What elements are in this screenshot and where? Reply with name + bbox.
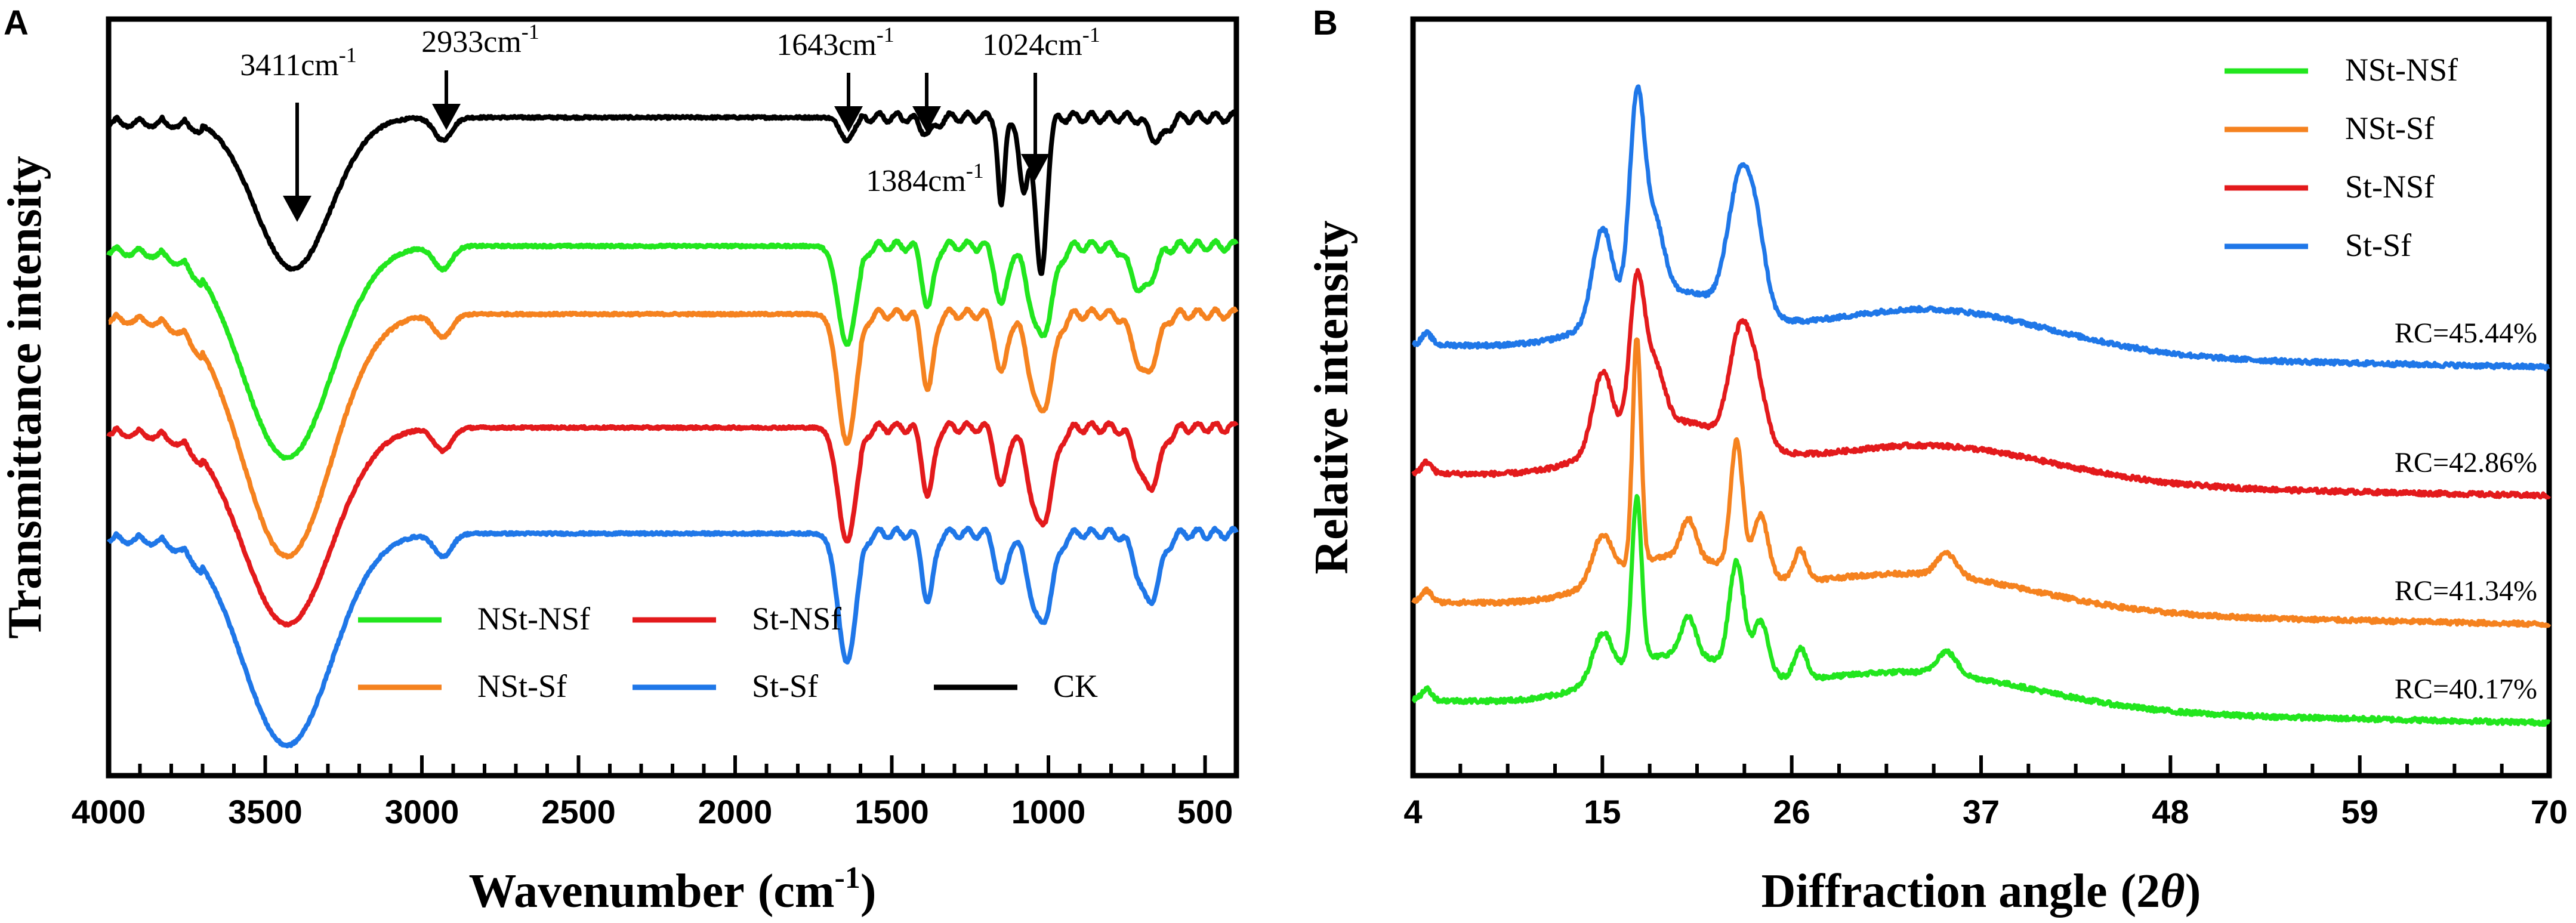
panel-b-rc-label: RC=40.17% xyxy=(2395,674,2537,705)
panel-a-frame xyxy=(106,16,1239,779)
panel-a-x-tick-labels: 4000 3500 3000 2500 2000 1500 1000 500 xyxy=(72,793,1233,831)
panel-b-series-st-sf xyxy=(1411,84,2551,372)
panel-a-x-tick-label: 1500 xyxy=(854,793,929,831)
panel-a-letter: A xyxy=(4,4,29,42)
panel-a-x-tick-label: 3500 xyxy=(228,793,303,831)
panel-a-series-nst-sf xyxy=(107,306,1239,560)
panel-b-legend-label: NSt-Sf xyxy=(2345,110,2435,146)
panel-b-series-nst-nsf xyxy=(1411,494,2551,727)
panel-a-x-tick-label: 1000 xyxy=(1011,793,1086,831)
panel-b-legend-label: NSt-NSf xyxy=(2345,52,2458,88)
panel-a-x-tick-label: 2000 xyxy=(698,793,773,831)
panel-a-annotation-arrowhead xyxy=(1021,154,1050,180)
panel-a-legend-label: NSt-Sf xyxy=(477,668,567,704)
panel-b-rc-label: RC=41.34% xyxy=(2395,575,2537,607)
panel-a-annotation-label: 3411cm-1 xyxy=(240,43,357,82)
panel-b-x-tick-label: 70 xyxy=(2531,793,2568,831)
panel-b-series xyxy=(1411,84,2552,727)
panel-b-series-nst-sf xyxy=(1411,337,2552,628)
panel-a-series-ck xyxy=(107,109,1238,276)
panel-b-legend-label: St-NSf xyxy=(2345,169,2435,205)
panel-a-legend: NSt-NSf St-NSf NSt-Sf St-Sf CK xyxy=(358,601,1098,704)
panel-a-legend-label: CK xyxy=(1053,668,1098,704)
panel-b-legend: NSt-NSf NSt-Sf St-NSf St-Sf xyxy=(2225,52,2458,263)
panel-a-annotation-arrowhead xyxy=(283,196,311,222)
panel-a-x-tick-label: 2500 xyxy=(541,793,616,831)
panel-a-series-st-nsf xyxy=(106,420,1239,628)
panel-a-legend-label: St-NSf xyxy=(752,601,841,637)
panel-a-annotation-arrowhead xyxy=(432,104,461,130)
panel-a-x-tick-label: 3000 xyxy=(385,793,459,831)
panel-b-x-tick-label: 4 xyxy=(1403,793,1422,831)
panel-a-series-st-sf xyxy=(106,525,1239,749)
panel-a-x-axis-title: Wavenumber (cm-1) xyxy=(469,861,877,918)
panel-b-x-tick-label: 15 xyxy=(1584,793,1621,831)
panel-a-x-tick-label: 4000 xyxy=(72,793,146,831)
panel-a-annotation-label: 2933cm-1 xyxy=(421,20,539,59)
panel-b-rc-label: RC=42.86% xyxy=(2395,447,2537,479)
panel-b-x-tick-label: 48 xyxy=(2152,793,2189,831)
panel-b-letter: B xyxy=(1313,4,1338,42)
panel-a-annotations: 3411cm-1 2933cm-1 1643cm-1 1384cm-1 1024cm-1 xyxy=(240,20,1100,222)
panel-a-annotation-arrowhead xyxy=(912,106,941,132)
panel-a-series xyxy=(106,109,1239,749)
panel-b-x-tick-label: 26 xyxy=(1773,793,1810,831)
panel-b-series-st-nsf xyxy=(1411,268,2551,500)
panel-a-annotation-label: 1384cm-1 xyxy=(866,159,984,198)
panel-a-x-tick-label: 500 xyxy=(1177,793,1233,831)
panel-b-x-tick-label: 59 xyxy=(2341,793,2378,831)
panel-b-x-tick-label: 37 xyxy=(1963,793,2000,831)
panel-a-annotation-arrowhead xyxy=(834,106,863,132)
panel-b-x-tick-labels: 4 15 26 37 48 59 70 xyxy=(1403,793,2568,831)
panel-b-y-axis-title: Relative intensity xyxy=(1306,220,1358,574)
panel-a-legend-label: St-Sf xyxy=(752,668,818,704)
panel-a-series-nst-nsf xyxy=(106,238,1239,461)
panel-a-annotation-label: 1024cm-1 xyxy=(982,23,1100,62)
panel-a-x-ticks xyxy=(107,755,1207,773)
panel-a-legend-label: NSt-NSf xyxy=(477,601,590,637)
panel-b-rc-labels: RC=45.44% RC=42.86% RC=41.34% RC=40.17% xyxy=(2395,317,2537,705)
panel-b-legend-label: St-Sf xyxy=(2345,227,2411,263)
panel-b-frame xyxy=(1410,16,2552,779)
panel-a-y-axis-title: Transmittance intensity xyxy=(0,156,51,639)
panel-b-rc-label: RC=45.44% xyxy=(2395,317,2537,349)
panel-b-x-axis-title: Diffraction angle (2θ) xyxy=(1761,865,2201,918)
panel-a-annotation-label: 1643cm-1 xyxy=(776,23,894,62)
panel-b-x-ticks xyxy=(1411,755,2551,773)
